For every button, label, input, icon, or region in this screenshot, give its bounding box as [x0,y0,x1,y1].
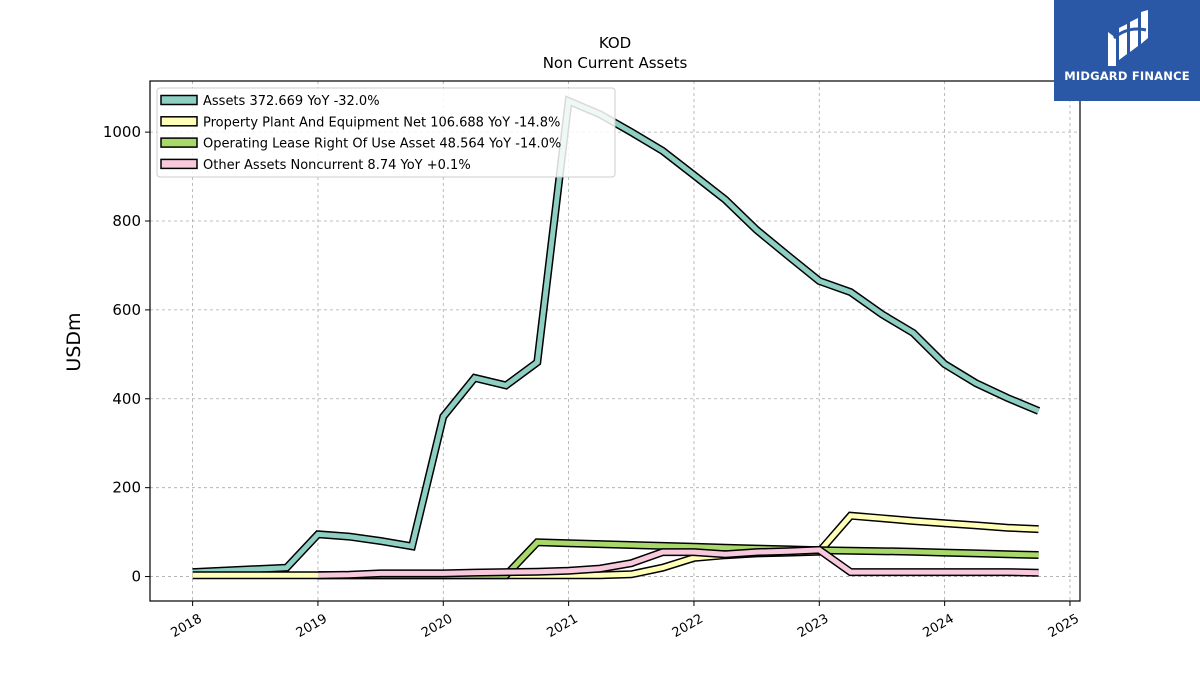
y-tick-label: 600 [112,301,141,319]
plot-frame [149,80,1081,602]
series-line-3 [317,547,1039,578]
legend-label-1: Property Plant And Equipment Net 106.688… [203,115,560,130]
series-lines [192,95,1041,580]
legend: Assets 372.669 YoY -32.0% Property Plant … [156,87,616,178]
chart-title: KOD [599,34,631,52]
y-tick-label: 200 [112,479,141,497]
logo-mark-icon [1108,10,1148,66]
legend-swatch-2 [160,137,198,148]
series-line-0 [192,97,1040,575]
legend-label-0: Assets 372.669 YoY -32.0% [203,94,380,109]
chart-subtitle: Non Current Assets [543,54,688,72]
midgard-finance-logo: MIDGARD FINANCE [1054,0,1200,101]
legend-swatch-1 [160,116,198,127]
y-tick-label: 400 [112,390,141,408]
legend-label-2: Operating Lease Right Of Use Asset 48.56… [203,137,561,152]
y-tick-label: 1000 [103,123,141,141]
y-axis-label: USDm [63,312,85,371]
y-tick-label: 0 [131,568,141,586]
legend-swatch-0 [160,94,198,106]
legend-swatch-3 [160,158,198,170]
legend-box [156,87,616,178]
legend-label-3: Other Assets Noncurrent 8.74 YoY +0.1% [203,158,471,173]
logo-text: MIDGARD FINANCE [1064,69,1190,83]
y-tick-label: 800 [112,212,141,230]
